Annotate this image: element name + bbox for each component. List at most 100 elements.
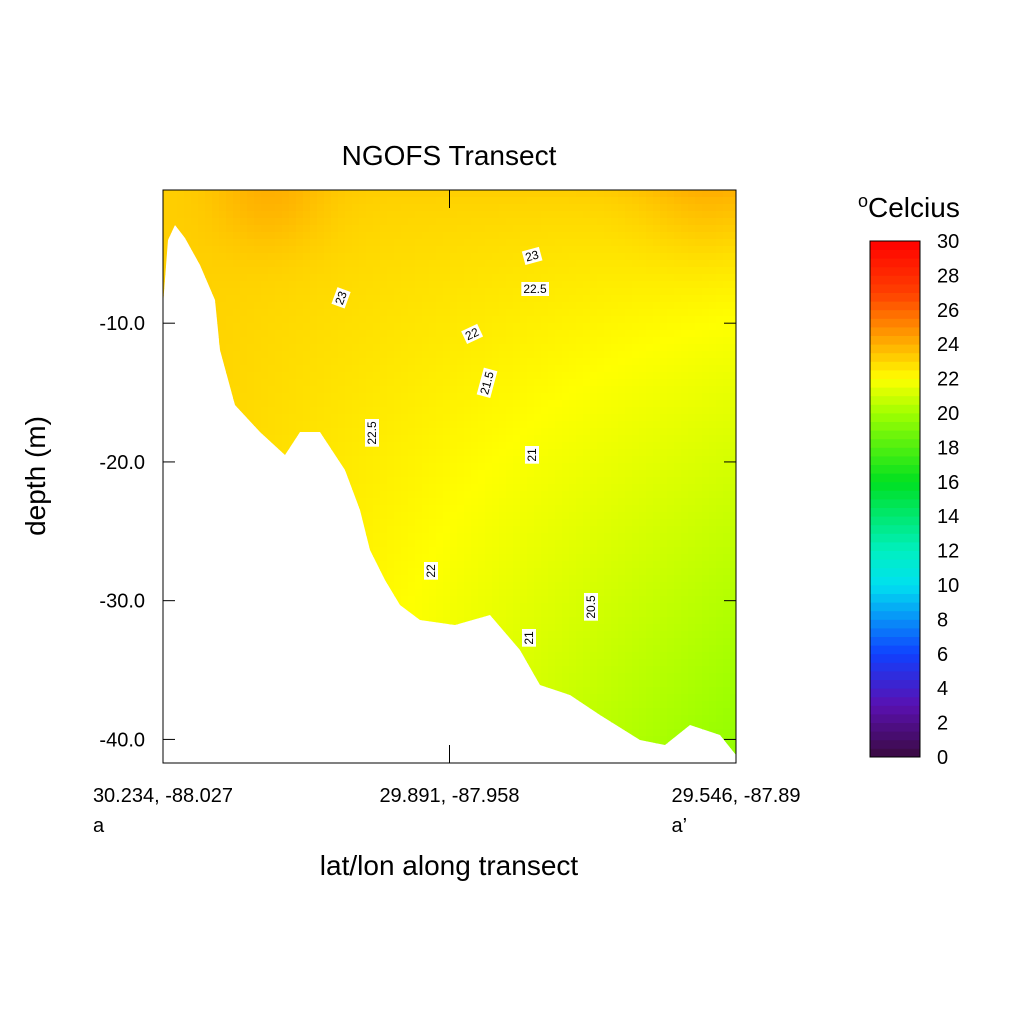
field-cell	[583, 715, 591, 723]
field-cell	[317, 260, 325, 268]
field-cell	[478, 470, 486, 478]
field-cell	[548, 400, 556, 408]
field-cell	[506, 470, 514, 478]
field-cell	[380, 554, 388, 562]
field-cell	[485, 428, 493, 436]
field-cell	[317, 680, 325, 688]
field-cell	[541, 729, 549, 737]
field-cell	[541, 743, 549, 751]
field-cell	[457, 694, 465, 702]
field-cell	[191, 190, 199, 198]
field-cell	[219, 568, 227, 576]
field-cell	[387, 652, 395, 660]
field-cell	[464, 589, 472, 597]
field-cell	[583, 204, 591, 212]
field-cell	[324, 729, 332, 737]
field-cell	[345, 260, 353, 268]
field-cell	[163, 239, 171, 247]
field-cell	[415, 379, 423, 387]
field-cell	[331, 568, 339, 576]
field-cell	[485, 722, 493, 730]
field-cell	[198, 701, 206, 709]
field-cell	[471, 449, 479, 457]
field-cell	[254, 197, 262, 205]
field-cell	[555, 442, 563, 450]
field-cell	[583, 344, 591, 352]
field-cell	[492, 638, 500, 646]
field-cell	[366, 274, 374, 282]
field-cell	[401, 729, 409, 737]
field-cell	[184, 603, 192, 611]
field-cell	[233, 519, 241, 527]
field-cell	[254, 680, 262, 688]
field-cell	[562, 750, 570, 755]
field-cell	[422, 379, 430, 387]
field-cell	[352, 351, 360, 359]
field-cell	[394, 722, 402, 730]
field-cell	[205, 729, 213, 737]
field-cell	[296, 337, 304, 345]
field-cell	[170, 316, 178, 324]
field-cell	[513, 519, 521, 527]
field-cell	[331, 533, 339, 541]
field-cell	[268, 694, 276, 702]
field-cell	[562, 463, 570, 471]
field-cell	[555, 484, 563, 492]
field-cell	[506, 680, 514, 688]
field-cell	[163, 680, 171, 688]
field-cell	[436, 295, 444, 303]
field-cell	[562, 267, 570, 275]
field-cell	[177, 260, 185, 268]
field-cell	[303, 302, 311, 310]
field-cell	[170, 491, 178, 499]
field-cell	[289, 547, 297, 555]
field-cell	[366, 337, 374, 345]
field-cell	[569, 253, 577, 261]
field-cell	[513, 652, 521, 660]
field-cell	[170, 197, 178, 205]
field-cell	[394, 204, 402, 212]
field-cell	[541, 680, 549, 688]
field-cell	[163, 190, 171, 198]
field-cell	[366, 701, 374, 709]
field-cell	[457, 274, 465, 282]
field-cell	[303, 498, 311, 506]
field-cell	[380, 610, 388, 618]
field-cell	[289, 561, 297, 569]
field-cell	[541, 330, 549, 338]
field-cell	[485, 673, 493, 681]
field-cell	[583, 554, 591, 562]
field-cell	[247, 393, 255, 401]
field-cell	[576, 554, 584, 562]
field-cell	[338, 561, 346, 569]
field-cell	[450, 533, 458, 541]
field-cell	[513, 722, 521, 730]
field-cell	[212, 274, 220, 282]
field-cell	[548, 204, 556, 212]
field-cell	[212, 393, 220, 401]
field-cell	[282, 617, 290, 625]
field-cell	[450, 694, 458, 702]
field-cell	[527, 498, 535, 506]
field-cell	[380, 421, 388, 429]
field-cell	[562, 421, 570, 429]
field-cell	[499, 421, 507, 429]
field-cell	[226, 484, 234, 492]
field-cell	[226, 596, 234, 604]
field-cell	[457, 365, 465, 373]
field-cell	[254, 365, 262, 373]
field-cell	[226, 274, 234, 282]
field-cell	[212, 428, 220, 436]
field-cell	[198, 659, 206, 667]
field-cell	[191, 337, 199, 345]
field-cell	[247, 526, 255, 534]
field-cell	[401, 379, 409, 387]
field-cell	[289, 337, 297, 345]
field-cell	[555, 694, 563, 702]
field-cell	[520, 526, 528, 534]
field-cell	[303, 533, 311, 541]
field-cell	[415, 547, 423, 555]
field-cell	[170, 288, 178, 296]
field-cell	[170, 659, 178, 667]
field-cell	[338, 617, 346, 625]
